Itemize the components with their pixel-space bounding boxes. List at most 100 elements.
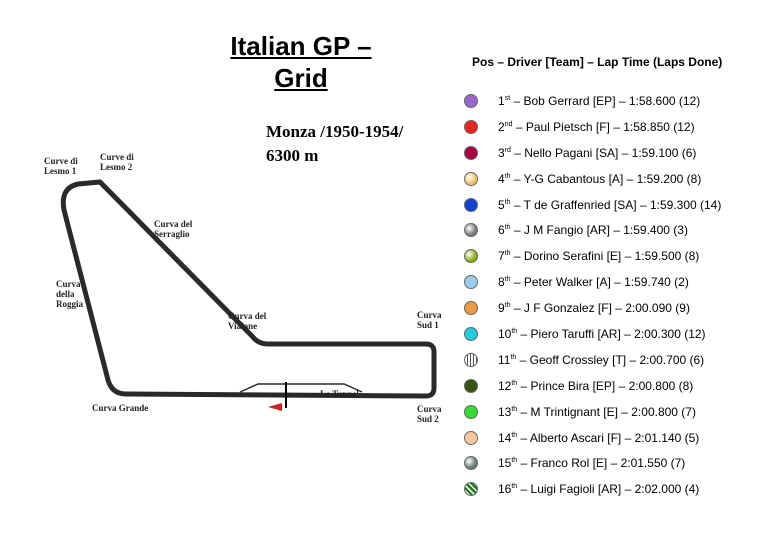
ordinal-suffix: th: [511, 431, 518, 439]
corner-label-line: Vialone: [228, 321, 257, 331]
corner-label-line: Le Tunnel: [320, 389, 359, 399]
grid-entry-text: 9th – J F Gonzalez [F] – 2:00.090 (9): [498, 301, 690, 315]
track-name: Monza /1950-1954/: [266, 122, 404, 141]
car-color-icon: [464, 482, 478, 497]
ordinal-suffix: th: [511, 327, 518, 335]
driver-info: – Bob Gerrard [EP] – 1:58.600 (12): [510, 93, 701, 108]
grid-entry-text: 14th – Alberto Ascari [F] – 2:01.140 (5): [498, 431, 699, 445]
corner-label-line: Sud 1: [417, 320, 439, 330]
ordinal-suffix: th: [504, 224, 511, 232]
ordinal-suffix: th: [511, 405, 518, 413]
driver-info: – Piero Taruffi [AR] – 2:00.300 (12): [517, 326, 706, 341]
driver-info: – Geoff Crossley [T] – 2:00.700 (6): [516, 352, 705, 367]
grid-position: 3: [498, 145, 505, 160]
corner-label-tunnel: Le Tunnel: [320, 389, 359, 399]
corner-label-line: Curva: [56, 279, 81, 289]
grid-entry-text: 4th – Y-G Cabantous [A] – 1:59.200 (8): [498, 172, 701, 186]
grid-row: 13th – M Trintignant [E] – 2:00.800 (7): [464, 399, 721, 425]
grid-entry-text: 13th – M Trintignant [E] – 2:00.800 (7): [498, 405, 696, 419]
ordinal-suffix: th: [510, 353, 517, 361]
grid-entry-text: 8th – Peter Walker [A] – 1:59.740 (2): [498, 275, 689, 289]
grid-position: 2: [498, 119, 505, 134]
corner-label-line: Curve di: [100, 152, 134, 162]
grid-row: 4th – Y-G Cabantous [A] – 1:59.200 (8): [464, 166, 721, 192]
track-outline: [60, 179, 437, 399]
grid-row: 12th – Prince Bira [EP] – 2:00.800 (8): [464, 373, 721, 399]
corner-label-serraglio: Curva del Serraglio: [154, 219, 193, 239]
grid-row: 11th – Geoff Crossley [T] – 2:00.700 (6): [464, 347, 721, 373]
grid-position: 13: [498, 404, 512, 419]
grid-position: 8: [498, 275, 505, 290]
car-color-icon: [464, 171, 478, 186]
driver-info: – Paul Pietsch [F] – 1:58.850 (12): [512, 119, 695, 134]
grid-row: 14th – Alberto Ascari [F] – 2:01.140 (5): [464, 425, 721, 451]
grid-position: 11: [498, 352, 511, 367]
driver-info: – Peter Walker [A] – 1:59.740 (2): [510, 275, 689, 290]
corner-label-line: Curva del: [228, 311, 267, 321]
corner-label-line: della: [56, 289, 75, 299]
grid-entry-text: 10th – Piero Taruffi [AR] – 2:00.300 (12…: [498, 327, 706, 341]
grid-position: 14: [498, 430, 512, 445]
driver-info: – J F Gonzalez [F] – 2:00.090 (9): [510, 301, 690, 316]
corner-label-lesmo1: Curve di Lesmo 1: [44, 156, 78, 176]
corner-label-grande: Curva Grande: [92, 403, 148, 413]
page-title: Italian GP – Grid: [196, 30, 406, 94]
ordinal-suffix: th: [511, 457, 518, 465]
car-color-icon: [464, 301, 478, 316]
grid-row: 15th – Franco Rol [E] – 2:01.550 (7): [464, 450, 721, 476]
start-flag-icon: [268, 403, 282, 411]
grid-position: 16: [498, 482, 512, 497]
driver-info: – Nello Pagani [SA] – 1:59.100 (6): [510, 145, 697, 160]
driver-info: – J M Fangio [AR] – 1:59.400 (3): [510, 223, 688, 238]
car-color-icon: [464, 119, 478, 134]
ordinal-suffix: nd: [504, 120, 513, 128]
grid-row: 8th – Peter Walker [A] – 1:59.740 (2): [464, 269, 721, 295]
corner-label-line: Roggia: [56, 299, 84, 309]
grid-row: 2nd – Paul Pietsch [F] – 1:58.850 (12): [464, 114, 721, 140]
title-line-1: Italian GP –: [230, 31, 372, 61]
grid-position: 6: [498, 223, 505, 238]
car-color-icon: [464, 404, 478, 419]
ordinal-suffix: th: [504, 198, 511, 206]
driver-info: – Luigi Fagioli [AR] – 2:02.000 (4): [517, 482, 700, 497]
corner-label-sud2: Curva Sud 2: [417, 404, 442, 424]
grid-entry-text: 15th – Franco Rol [E] – 2:01.550 (7): [498, 456, 685, 470]
corner-label-line: Lesmo 1: [44, 166, 77, 176]
car-color-icon: [464, 275, 478, 290]
car-color-icon: [464, 249, 478, 264]
corner-label-roggia: Curva della Roggia: [56, 279, 84, 309]
car-color-icon: [464, 456, 478, 471]
driver-info: – Alberto Ascari [F] – 2:01.140 (5): [517, 430, 700, 445]
track-info: Monza /1950-1954/ 6300 m: [266, 120, 403, 168]
grid-row: 9th – J F Gonzalez [F] – 2:00.090 (9): [464, 295, 721, 321]
ordinal-suffix: rd: [504, 146, 511, 154]
legend-header: Pos – Driver [Team] – Lap Time (Laps Don…: [472, 55, 723, 69]
ordinal-suffix: th: [511, 483, 518, 491]
corner-label-line: Curve di: [44, 156, 78, 166]
car-color-icon: [464, 326, 478, 341]
ordinal-suffix: st: [504, 94, 511, 102]
grid-entry-text: 5th – T de Graffenried [SA] – 1:59.300 (…: [498, 198, 721, 212]
grid-entry-text: 3rd – Nello Pagani [SA] – 1:59.100 (6): [498, 146, 696, 160]
grid-position: 1: [498, 93, 505, 108]
grid-row: 10th – Piero Taruffi [AR] – 2:00.300 (12…: [464, 321, 721, 347]
corner-label-lesmo2: Curve di Lesmo 2: [100, 152, 134, 172]
driver-info: – Prince Bira [EP] – 2:00.800 (8): [517, 378, 694, 393]
grid-row: 3rd – Nello Pagani [SA] – 1:59.100 (6): [464, 140, 721, 166]
grid-entry-text: 7th – Dorino Serafini [E] – 1:59.500 (8): [498, 249, 699, 263]
car-color-icon: [464, 197, 478, 212]
car-color-icon: [464, 430, 478, 445]
grid-entry-text: 11th – Geoff Crossley [T] – 2:00.700 (6): [498, 353, 704, 367]
corner-label-line: Serraglio: [154, 229, 190, 239]
ordinal-suffix: th: [504, 276, 511, 284]
tunnel-road: [239, 383, 363, 393]
car-color-icon: [464, 93, 478, 108]
grid-entry-text: 1st – Bob Gerrard [EP] – 1:58.600 (12): [498, 94, 700, 108]
title-line-2: Grid: [274, 63, 328, 93]
corner-label-vialone: Curva del Vialone: [228, 311, 267, 331]
driver-info: – T de Graffenried [SA] – 1:59.300 (14): [510, 197, 722, 212]
grid-position: 7: [498, 249, 505, 264]
grid-position: 5: [498, 197, 505, 212]
grid-row: 1st – Bob Gerrard [EP] – 1:58.600 (12): [464, 88, 721, 114]
